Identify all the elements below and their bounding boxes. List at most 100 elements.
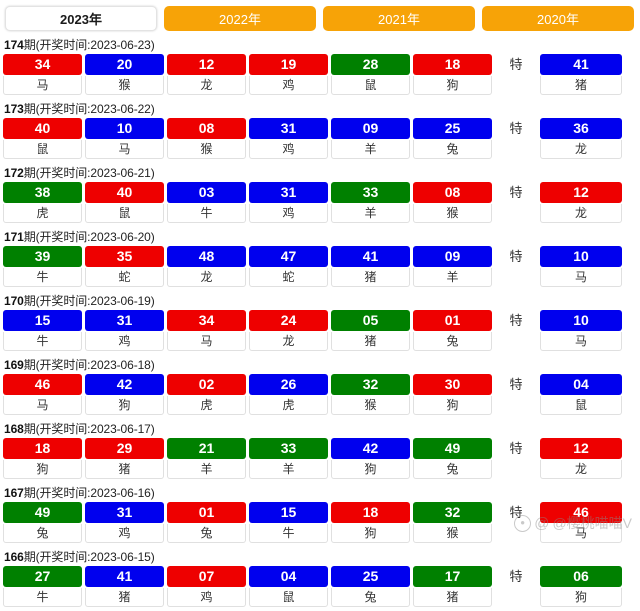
tab-year-2022[interactable]: 2022年	[164, 5, 316, 31]
special-ball-number: 04	[540, 374, 622, 395]
ball-zodiac: 狗	[3, 460, 82, 479]
ball-zodiac: 猪	[413, 588, 492, 607]
draw-issue-number: 167	[4, 486, 24, 500]
special-ball-zodiac: 马	[540, 524, 622, 543]
ball-zodiac: 鼠	[249, 588, 328, 607]
special-ball-zodiac: 龙	[540, 140, 622, 159]
normal-ball-cell: 08 猴	[413, 182, 492, 223]
ball-row: 49 兔 31 鸡 01 兔 15 牛 18 狗 32 猴特 46 马	[0, 502, 640, 547]
draw-row: 174期(开奖时间:2023-06-23) 34 马 20 猴 12 龙 19 鸡 28 鼠 18 狗特…	[0, 35, 640, 99]
normal-ball-cell: 29 猪	[85, 438, 164, 479]
draw-title: 167期(开奖时间:2023-06-16)	[0, 483, 640, 502]
ball-number: 39	[3, 246, 82, 267]
ball-zodiac: 虎	[3, 204, 82, 223]
ball-zodiac: 蛇	[85, 268, 164, 287]
special-ball-cell: 36 龙	[540, 118, 622, 159]
normal-ball-cell: 49 兔	[3, 502, 82, 543]
normal-ball-cell: 24 龙	[249, 310, 328, 351]
special-ball-zodiac: 马	[540, 268, 622, 287]
ball-zodiac: 鸡	[85, 524, 164, 543]
special-ball-zodiac: 龙	[540, 204, 622, 223]
ball-zodiac: 猴	[85, 76, 164, 95]
normal-ball-cell: 09 羊	[331, 118, 410, 159]
ball-zodiac: 猴	[167, 140, 246, 159]
draw-date-text: 期(开奖时间:2023-06-18)	[23, 358, 155, 372]
ball-number: 41	[331, 246, 410, 267]
ball-number: 17	[413, 566, 492, 587]
ball-zodiac: 鸡	[249, 76, 328, 95]
ball-number: 04	[249, 566, 328, 587]
normal-ball-cell: 07 鸡	[167, 566, 246, 607]
normal-ball-cell: 01 兔	[413, 310, 492, 351]
ball-number: 18	[331, 502, 410, 523]
ball-number: 08	[167, 118, 246, 139]
normal-ball-cell: 26 虎	[249, 374, 328, 415]
ball-number: 09	[331, 118, 410, 139]
normal-ball-cell: 34 马	[167, 310, 246, 351]
tab-year-2020[interactable]: 2020年	[482, 5, 634, 31]
normal-ball-cell: 21 羊	[167, 438, 246, 479]
ball-number: 26	[249, 374, 328, 395]
special-marker-label: 特	[509, 57, 523, 72]
ball-zodiac: 兔	[167, 524, 246, 543]
special-marker-label: 特	[509, 313, 523, 328]
draw-title: 172期(开奖时间:2023-06-21)	[0, 163, 640, 182]
normal-ball-cell: 49 兔	[413, 438, 492, 479]
normal-ball-cell: 08 猴	[167, 118, 246, 159]
special-ball-zodiac: 狗	[540, 588, 622, 607]
tab-year-2021[interactable]: 2021年	[323, 5, 475, 31]
ball-number: 21	[167, 438, 246, 459]
ball-number: 28	[331, 54, 410, 75]
ball-zodiac: 鸡	[167, 588, 246, 607]
ball-zodiac: 羊	[413, 268, 492, 287]
ball-zodiac: 牛	[3, 268, 82, 287]
ball-number: 25	[413, 118, 492, 139]
ball-number: 49	[413, 438, 492, 459]
normal-ball-cell: 31 鸡	[249, 182, 328, 223]
ball-number: 41	[85, 566, 164, 587]
ball-number: 34	[167, 310, 246, 331]
special-ball-cell: 46 马	[540, 502, 622, 543]
ball-zodiac: 猪	[331, 268, 410, 287]
normal-ball-cell: 04 鼠	[249, 566, 328, 607]
special-ball-number: 06	[540, 566, 622, 587]
special-marker-label: 特	[509, 185, 523, 200]
ball-zodiac: 龙	[249, 332, 328, 351]
normal-ball-cell: 25 兔	[413, 118, 492, 159]
ball-number: 02	[167, 374, 246, 395]
ball-zodiac: 鸡	[249, 140, 328, 159]
normal-ball-cell: 34 马	[3, 54, 82, 95]
draw-title: 169期(开奖时间:2023-06-18)	[0, 355, 640, 374]
normal-ball-cell: 35 蛇	[85, 246, 164, 287]
normal-ball-cell: 19 鸡	[249, 54, 328, 95]
ball-zodiac: 龙	[167, 76, 246, 95]
ball-zodiac: 羊	[249, 460, 328, 479]
ball-zodiac: 马	[85, 140, 164, 159]
ball-number: 03	[167, 182, 246, 203]
special-ball-number: 12	[540, 182, 622, 203]
tab-year-2023[interactable]: 2023年	[5, 5, 157, 31]
draw-row: 169期(开奖时间:2023-06-18) 46 马 42 狗 02 虎 26 虎 32 猴 30 狗特…	[0, 355, 640, 419]
normal-ball-cell: 01 兔	[167, 502, 246, 543]
normal-ball-cell: 28 鼠	[331, 54, 410, 95]
normal-ball-cell: 40 鼠	[85, 182, 164, 223]
ball-number: 01	[167, 502, 246, 523]
special-ball-zodiac: 鼠	[540, 396, 622, 415]
ball-zodiac: 狗	[331, 460, 410, 479]
draw-issue-number: 171	[4, 230, 24, 244]
year-tab-bar: 2023年 2022年 2021年 2020年	[0, 0, 640, 35]
ball-zodiac: 兔	[413, 460, 492, 479]
normal-ball-cell: 15 牛	[249, 502, 328, 543]
special-ball-cell: 04 鼠	[540, 374, 622, 415]
normal-ball-cell: 03 牛	[167, 182, 246, 223]
normal-ball-cell: 09 羊	[413, 246, 492, 287]
ball-zodiac: 兔	[3, 524, 82, 543]
normal-ball-cell: 10 马	[85, 118, 164, 159]
ball-zodiac: 猪	[331, 332, 410, 351]
draw-date-text: 期(开奖时间:2023-06-23)	[23, 38, 155, 52]
ball-number: 08	[413, 182, 492, 203]
ball-number: 31	[249, 182, 328, 203]
ball-number: 07	[167, 566, 246, 587]
special-ball-number: 46	[540, 502, 622, 523]
draw-issue-number: 168	[4, 422, 24, 436]
